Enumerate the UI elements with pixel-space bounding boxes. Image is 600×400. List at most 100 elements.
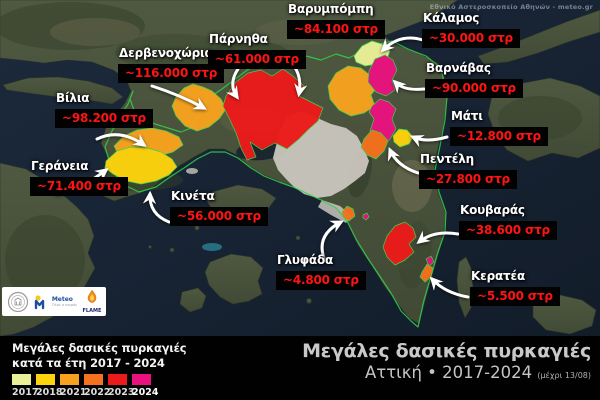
fire-label-glyfada: Γλυφάδα ~4.800 στρ: [276, 254, 366, 290]
land-evia-strip: [477, 9, 600, 65]
meteo-logo-subtext: Όλος ο καιρός: [51, 302, 78, 307]
fire-label-value: ~38.600 στρ: [459, 221, 557, 240]
watermark: Εθνικό Αστεροσκοπείο Αθηνών - meteo.gr: [429, 3, 593, 11]
fire-area-varnavas: [367, 54, 398, 97]
fire-label-title: Κερατέα: [471, 269, 525, 283]
fire-label-title: Δερβενοχώρια: [119, 46, 213, 60]
legend-year-label: 2024: [132, 387, 159, 398]
fire-area-glyfada-2024: [362, 212, 370, 221]
logos-strip: Meteo Όλος ο καιρός FLAME: [2, 287, 106, 316]
fire-label-value: ~12.800 στρ: [450, 127, 548, 146]
islet: [194, 225, 200, 231]
fire-label-title: Πεντέλη: [420, 152, 474, 166]
fire-label-title: Γεράνεια: [31, 159, 89, 173]
island-aegina: [204, 253, 264, 305]
land-perachora-peninsula: [2, 76, 124, 105]
fire-label-value: ~116.000 στρ: [118, 64, 225, 83]
fire-label-value: ~98.200 στρ: [55, 109, 153, 128]
fire-label-title: Μάτι: [451, 109, 483, 123]
fire-label-title: Βαρνάβας: [426, 61, 491, 75]
arrow-glyfada: [320, 220, 344, 260]
flame-logo-text: FLAME: [82, 308, 102, 314]
fire-label-value: ~5.500 στρ: [470, 287, 560, 306]
megara-town: [186, 168, 198, 174]
legend-year-label: 2022: [84, 387, 111, 398]
islet: [169, 247, 175, 253]
fire-label-dervenochoria: Δερβενοχώρια ~116.000 στρ: [118, 46, 225, 83]
arrow-penteli: [387, 146, 420, 175]
shallow-water: [202, 243, 222, 251]
fire-label-value: ~71.400 στρ: [30, 177, 128, 196]
legend-swatch-2018: [36, 374, 55, 385]
fire-label-varnavas: Βαρνάβας ~90.000 στρ: [425, 62, 523, 98]
arrow-kineta: [142, 190, 171, 224]
arrow-kouvaras: [416, 230, 460, 245]
island-angistri: [179, 287, 207, 313]
fire-label-title: Κάλαμος: [423, 11, 480, 25]
fire-label-vilia: Βίλια ~98.200 στρ: [55, 92, 153, 128]
fire-label-title: Γλυφάδα: [277, 253, 334, 267]
fire-label-parnitha: Πάρνηθα ~61.000 στρ: [208, 33, 306, 69]
islet: [306, 298, 312, 304]
fire-area-varympompi: [327, 65, 379, 117]
legend-swatch-2023: [108, 374, 127, 385]
footer-bar: Μεγάλες δασικές πυρκαγιές κατά τα έτη 20…: [0, 336, 600, 400]
islet: [148, 245, 152, 249]
fire-label-title: Βίλια: [56, 91, 90, 105]
arrow-keratea: [429, 276, 470, 299]
observatory-logo-icon: [7, 291, 28, 312]
islet: [295, 235, 301, 241]
legend-swatch-2021: [60, 374, 79, 385]
fire-label-value: ~90.000 στρ: [425, 79, 523, 98]
legend-title-line1: Μεγάλες δασικές πυρκαγιές: [12, 341, 187, 355]
legend-item: 2024: [132, 374, 159, 398]
legend-title-line2: κατά τα έτη 2017 - 2024: [12, 356, 165, 370]
footer-subtitle-note: (μέχρι 13/08): [537, 371, 591, 380]
fire-label-value: ~4.800 στρ: [276, 271, 366, 290]
footer-title-block: Μεγάλες δασικές πυρκαγιές Αττική • 2017-…: [302, 340, 591, 386]
fire-label-title: Κινέτα: [171, 189, 215, 203]
fire-label-value: ~84.100 στρ: [287, 20, 385, 39]
legend-swatch-2024: [132, 374, 151, 385]
fire-label-gerania: Γεράνεια ~71.400 στρ: [30, 160, 128, 196]
fire-label-penteli: Πεντέλη ~27.800 στρ: [419, 153, 517, 189]
arrow-varnavas: [392, 79, 426, 94]
fire-label-title: Βαρυμπόμπη: [288, 2, 374, 16]
fire-label-kalamos: Κάλαμος ~30.000 στρ: [422, 12, 520, 48]
meteo-logo-icon: [34, 294, 45, 309]
legend-year-label: 2018: [36, 387, 63, 398]
flame-logo: FLAME: [82, 289, 102, 314]
legend-item: 2021: [60, 374, 87, 398]
arrow-vilia: [95, 133, 147, 147]
fire-label-keratea: Κερατέα ~5.500 στρ: [470, 270, 560, 306]
fire-label-value: ~30.000 στρ: [422, 29, 520, 48]
fire-label-mati: Μάτι ~12.800 στρ: [450, 110, 548, 146]
fire-label-varympompi: Βαρυμπόμπη ~84.100 στρ: [287, 3, 385, 39]
fire-label-kineta: Κινέτα ~56.000 στρ: [170, 190, 268, 226]
flame-logo-icon: [87, 289, 97, 303]
legend-swatches: 2017 2018 2021 2022 2023: [12, 374, 186, 398]
legend-item: 2023: [108, 374, 134, 398]
fire-area-kineta: [104, 146, 178, 185]
legend-item: 2017: [12, 374, 39, 398]
footer-subtitle-text: Αττική • 2017-2024: [364, 363, 533, 382]
fire-label-value: ~27.800 στρ: [419, 170, 517, 189]
legend-swatch-2022: [84, 374, 103, 385]
fire-label-title: Πάρνηθα: [209, 32, 268, 46]
fire-label-kouvaras: Κουβαράς ~38.600 στρ: [459, 204, 557, 240]
fire-label-title: Κουβαράς: [460, 203, 525, 217]
legend-year-label: 2017: [12, 387, 39, 398]
meteo-logo: Meteo Όλος ο καιρός: [34, 294, 77, 310]
legend-item: 2022: [84, 374, 111, 398]
legend: Μεγάλες δασικές πυρκαγιές κατά τα έτη 20…: [12, 341, 187, 398]
footer-subtitle: Αττική • 2017-2024 (μέχρι 13/08): [302, 363, 591, 386]
fire-area-kouvaras: [382, 221, 417, 266]
arrow-kalamos: [380, 36, 425, 53]
legend-year-label: 2021: [60, 387, 87, 398]
fire-label-value: ~56.000 στρ: [170, 207, 268, 226]
meteo-logo-text: Meteo: [51, 295, 73, 303]
arrow-dervenochoria: [150, 84, 207, 110]
fire-area-penteli-2022: [360, 129, 389, 160]
legend-swatch-2017: [12, 374, 31, 385]
